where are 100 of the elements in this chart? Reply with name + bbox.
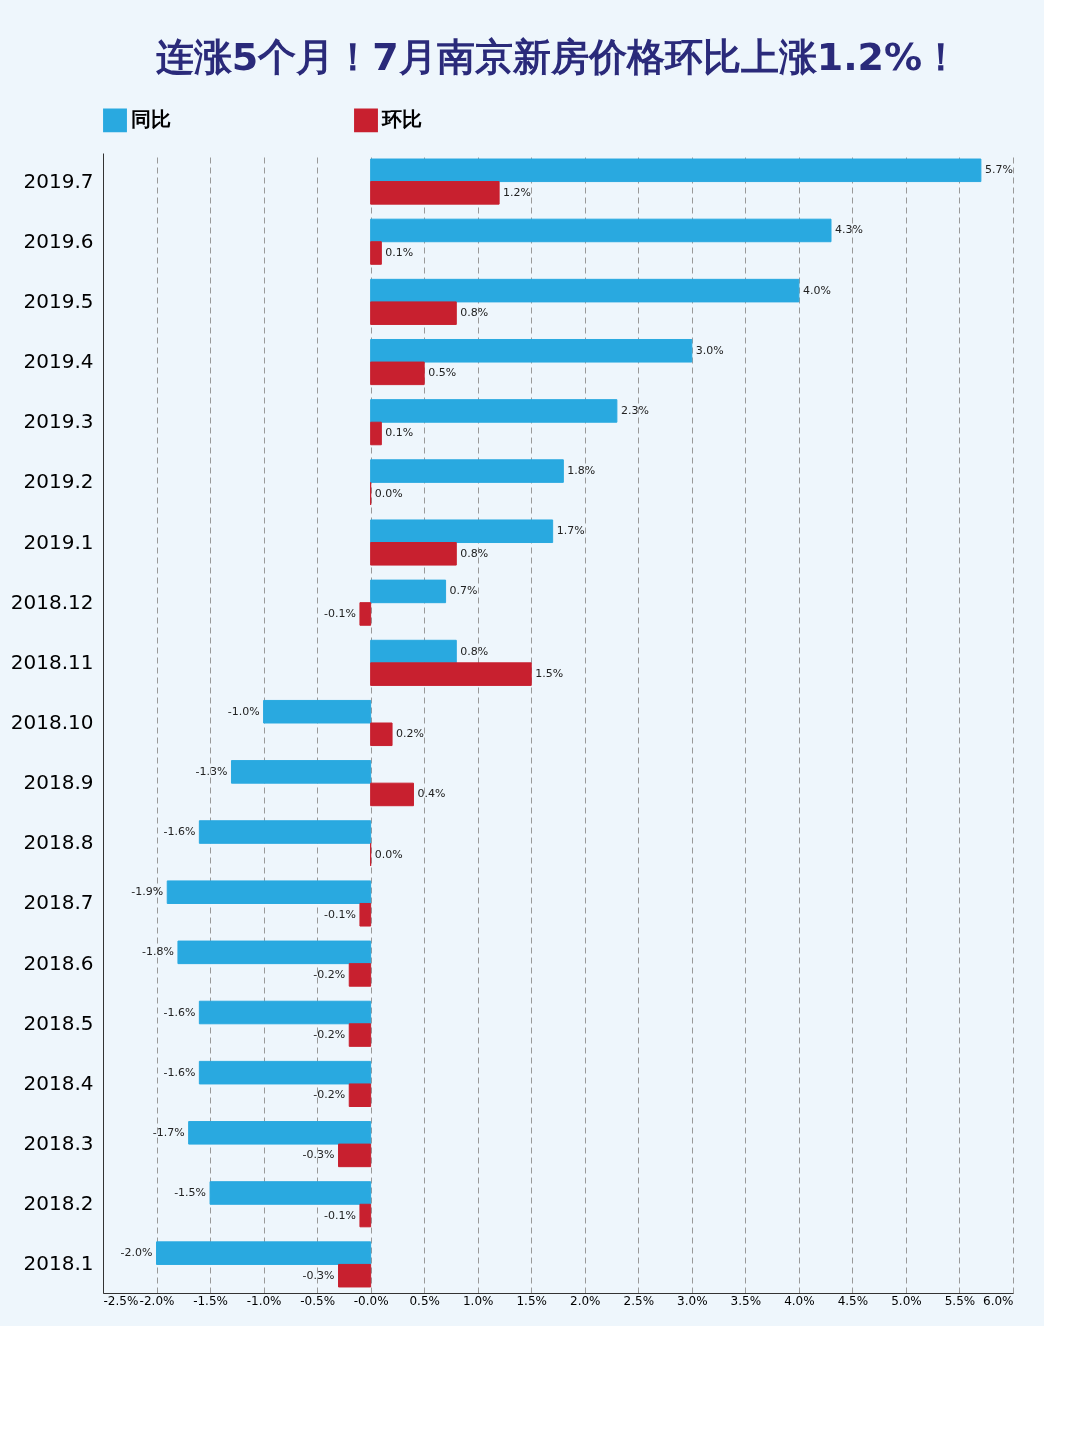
data-label: 0.1% — [385, 246, 414, 260]
x-tick-label: -0.5% — [300, 1293, 336, 1308]
bar — [370, 662, 532, 686]
bar — [263, 699, 372, 724]
data-label: -0.3% — [302, 1148, 335, 1162]
data-label: 0.0% — [374, 847, 403, 861]
data-label: -1.6% — [163, 1005, 196, 1019]
data-label: -0.1% — [324, 606, 356, 620]
bar — [338, 1263, 372, 1288]
data-label: -0.2% — [313, 967, 346, 981]
bar — [370, 579, 447, 604]
y-tick-label: 2018.12 — [10, 589, 94, 614]
data-label: 2.3% — [620, 403, 649, 417]
bar — [370, 361, 425, 386]
bar — [348, 1083, 372, 1108]
data-label: 0.7% — [449, 584, 478, 598]
y-tick-label: 2018.4 — [23, 1070, 94, 1095]
data-label: 1.8% — [567, 464, 596, 478]
data-label: -1.6% — [163, 825, 196, 839]
y-tick-label: 2019.7 — [23, 168, 94, 193]
bar — [370, 459, 564, 483]
data-label: 0.0% — [374, 486, 403, 500]
y-tick-label: 2018.11 — [10, 649, 94, 674]
bar — [198, 1060, 372, 1085]
y-tick-label: 2018.1 — [23, 1251, 94, 1276]
x-tick-label: 3.0% — [677, 1293, 708, 1308]
x-tick-label: 0.5% — [409, 1293, 440, 1308]
bar — [198, 820, 372, 844]
data-label: -1.5% — [174, 1185, 207, 1199]
bar — [156, 1241, 372, 1265]
bar — [230, 760, 372, 784]
data-label: -0.1% — [324, 1208, 356, 1222]
y-tick-label: 2018.8 — [23, 830, 94, 855]
bar — [348, 1023, 372, 1047]
y-tick-label: 2018.3 — [23, 1131, 94, 1156]
data-label: 4.3% — [835, 223, 863, 237]
x-tick-label: 3.5% — [730, 1293, 762, 1308]
bar — [370, 542, 457, 566]
bar — [370, 181, 500, 205]
x-tick-label: 5.5% — [944, 1293, 976, 1308]
y-tick-label: 2019.4 — [23, 349, 94, 374]
x-tick-label: 1.0% — [462, 1293, 494, 1308]
x-tick-label: 1.5% — [516, 1293, 547, 1308]
legend-label: 同比 — [131, 107, 171, 132]
bar — [370, 399, 618, 423]
bar — [370, 218, 832, 243]
y-tick-label: 2019.5 — [23, 288, 94, 313]
data-label: -1.6% — [163, 1065, 196, 1079]
data-label: 5.7% — [984, 163, 1013, 177]
bar — [370, 338, 693, 363]
x-tick-label: 2.5% — [623, 1293, 655, 1308]
y-tick-label: 2018.9 — [23, 770, 94, 795]
bar — [209, 1181, 372, 1205]
data-label: 0.8% — [460, 644, 489, 658]
data-label: -0.3% — [302, 1268, 335, 1282]
data-label: 4.0% — [802, 283, 831, 297]
data-label: 0.8% — [460, 306, 489, 320]
bar — [188, 1121, 372, 1145]
bar — [370, 782, 414, 807]
y-tick-label: 2019.2 — [23, 469, 94, 494]
x-tick-label: -2.0% — [139, 1293, 175, 1308]
data-label: -0.2% — [313, 1088, 346, 1102]
x-tick-label: -0.0% — [353, 1293, 389, 1308]
x-tick-label: 2.0% — [570, 1293, 601, 1308]
data-label: 1.2% — [503, 185, 532, 199]
x-tick-label: -1.5% — [193, 1293, 228, 1308]
x-tick-label: -1.0% — [246, 1293, 282, 1308]
data-label: 0.1% — [385, 426, 414, 440]
bar — [370, 278, 800, 303]
data-label: 0.8% — [460, 546, 489, 560]
x-tick-label: -2.5% — [103, 1293, 139, 1308]
bar — [359, 1203, 372, 1228]
bar — [370, 158, 982, 183]
data-label: -1.7% — [152, 1125, 185, 1139]
x-tick-label: 5.0% — [891, 1293, 922, 1308]
y-tick-label: 2018.10 — [10, 710, 94, 734]
data-label: -0.2% — [313, 1028, 346, 1042]
data-label: 0.5% — [428, 366, 457, 380]
bar — [370, 639, 457, 664]
bar — [177, 940, 372, 965]
bar — [370, 519, 554, 544]
bar — [338, 1143, 372, 1168]
legend-label: 环比 — [381, 107, 422, 132]
data-label: -2.0% — [120, 1246, 153, 1260]
y-tick-label: 2018.7 — [23, 890, 94, 915]
data-label: -1.3% — [195, 764, 228, 778]
bar — [370, 301, 457, 325]
x-tick-label: 6.0% — [983, 1293, 1014, 1308]
bar — [348, 963, 372, 987]
y-tick-label: 2019.3 — [23, 409, 94, 434]
data-label: 1.7% — [556, 524, 585, 538]
bar — [166, 880, 372, 904]
bar — [359, 602, 372, 626]
bar — [370, 722, 393, 747]
x-tick-label: 4.5% — [837, 1293, 869, 1308]
data-label: 3.0% — [695, 343, 724, 357]
y-tick-label: 2018.5 — [23, 1010, 94, 1035]
bar — [370, 241, 382, 265]
y-tick-label: 2018.6 — [23, 950, 94, 975]
bar — [198, 1000, 372, 1025]
